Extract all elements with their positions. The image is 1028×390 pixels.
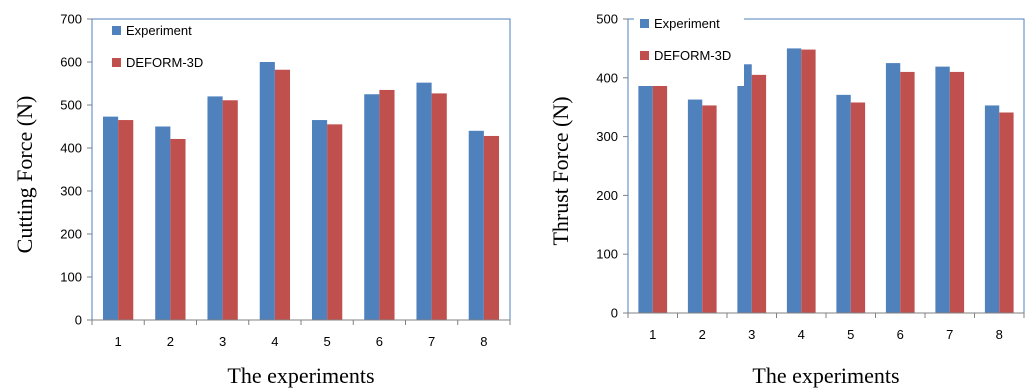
bar-deform-3d-8 — [999, 112, 1014, 313]
x-tick-label: 5 — [324, 334, 331, 349]
bar-deform-3d-2 — [702, 105, 717, 313]
legend-swatch — [640, 19, 649, 28]
y-tick-label: 300 — [596, 129, 618, 144]
x-tick-label: 4 — [798, 327, 805, 342]
x-tick-label: 4 — [271, 334, 278, 349]
y-tick-label: 0 — [611, 306, 618, 321]
legend-label: Experiment — [654, 16, 720, 31]
y-tick-label: 200 — [60, 227, 82, 242]
bar-experiment-1 — [102, 116, 119, 320]
bar-experiment-7 — [935, 66, 950, 314]
bar-deform-3d-3 — [222, 100, 238, 321]
legend-background — [634, 14, 744, 86]
bar-deform-3d-5 — [327, 124, 343, 320]
bar-experiment-4 — [259, 62, 275, 320]
bar-experiment-2 — [155, 126, 171, 320]
x-tick-label: 3 — [219, 334, 226, 349]
legend-label: DEFORM-3D — [654, 48, 731, 63]
bar-experiment-2 — [687, 99, 703, 313]
bar-deform-3d-5 — [850, 102, 866, 313]
legend-background — [106, 21, 236, 93]
y-tick-label: 300 — [60, 184, 82, 199]
bar-experiment-5 — [836, 94, 851, 314]
bar-experiment-8 — [468, 130, 484, 320]
legend-swatch — [640, 51, 649, 60]
bar-deform-3d-6 — [379, 89, 395, 320]
y-axis-title: Cutting Force (N) — [12, 96, 37, 254]
x-tick-label: 6 — [376, 334, 383, 349]
y-tick-label: 500 — [60, 98, 82, 113]
legend-label: Experiment — [126, 23, 192, 38]
bar-deform-3d-4 — [274, 69, 291, 321]
bar-deform-3d-2 — [170, 138, 186, 320]
legend: Experiment DEFORM-3D — [106, 21, 236, 93]
legend-swatch — [112, 58, 121, 67]
y-tick-label: 200 — [596, 188, 618, 203]
x-tick-label: 3 — [748, 327, 755, 342]
bar-deform-3d-1 — [118, 120, 134, 320]
bar-experiment-6 — [364, 94, 380, 320]
bar-experiment-8 — [984, 105, 1000, 313]
bar-experiment-7 — [416, 82, 432, 320]
bar-deform-3d-8 — [483, 135, 500, 320]
x-tick-label: 7 — [946, 327, 953, 342]
y-tick-label: 0 — [75, 313, 82, 328]
x-tick-label: 1 — [649, 327, 656, 342]
bar-deform-3d-1 — [652, 85, 668, 313]
x-axis-title: The experiments — [227, 363, 374, 388]
y-tick-label: 700 — [60, 12, 82, 27]
x-tick-label: 8 — [996, 327, 1003, 342]
thrust-force-chart: 0 100 200 300 400 500 1 2 3 4 5 6 7 8 Thrust Force (N)… — [548, 12, 1025, 388]
y-tick-label: 400 — [60, 141, 82, 156]
y-tick-label: 400 — [596, 70, 618, 85]
bar-experiment-5 — [311, 120, 328, 320]
y-axis-title: Thrust Force (N) — [548, 96, 573, 245]
legend-label: DEFORM-3D — [126, 55, 203, 70]
bar-deform-3d-4 — [801, 49, 816, 314]
bar-experiment-4 — [786, 48, 802, 314]
y-tick-label: 600 — [60, 55, 82, 70]
bar-deform-3d-3 — [751, 74, 767, 313]
bar-experiment-6 — [885, 63, 901, 313]
y-tick-label: 100 — [596, 247, 618, 262]
x-tick-label: 5 — [847, 327, 854, 342]
legend: Experiment DEFORM-3D — [634, 14, 744, 86]
bar-deform-3d-7 — [431, 93, 447, 320]
bar-deform-3d-7 — [949, 71, 965, 313]
bar-experiment-1 — [638, 76, 653, 314]
x-axis-title: The experiments — [752, 363, 899, 388]
x-tick-label: 6 — [897, 327, 904, 342]
x-tick-label: 7 — [428, 334, 435, 349]
x-tick-label: 1 — [115, 334, 122, 349]
x-tick-label: 8 — [480, 334, 487, 349]
cutting-force-chart: 0 100 200 300 400 500 600 700 1 2 3 4 5 6 7 8 Cutting Fo… — [12, 12, 511, 388]
x-tick-label: 2 — [699, 327, 706, 342]
y-tick-label: 500 — [596, 12, 618, 27]
bar-deform-3d-6 — [900, 71, 915, 313]
legend-swatch — [112, 26, 121, 35]
y-tick-label: 100 — [60, 270, 82, 285]
bar-experiment-3 — [737, 64, 752, 313]
bar-experiment-3 — [207, 96, 223, 321]
x-tick-label: 2 — [167, 334, 174, 349]
